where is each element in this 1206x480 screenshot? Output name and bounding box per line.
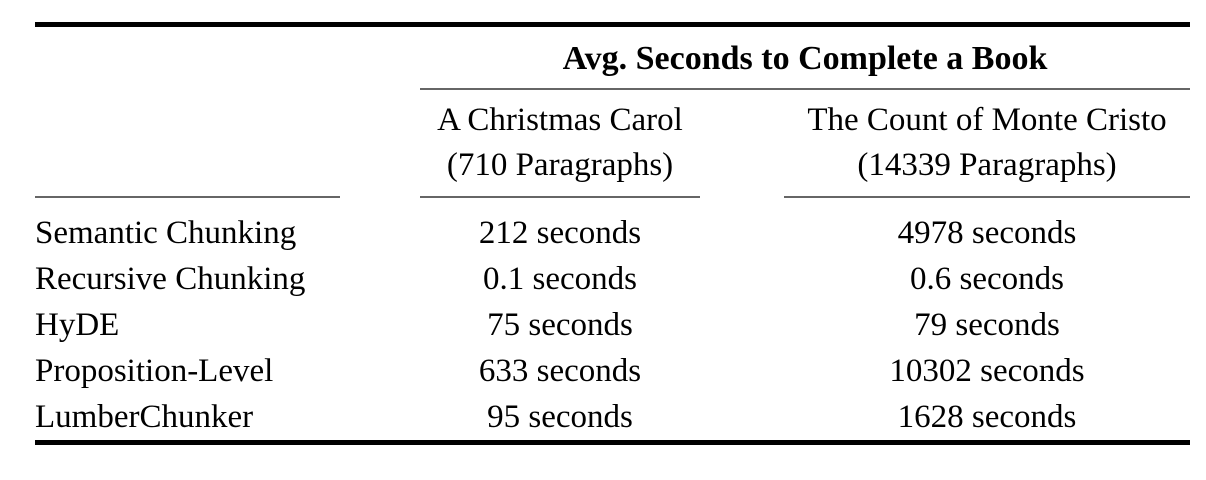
cell-value: 10302 seconds [889,353,1085,389]
results-table: Avg. Seconds to Complete a Book A Christ… [35,22,1190,445]
stub-column-rule [35,196,340,198]
cell-value: 212 seconds [478,215,642,251]
column-header-christmas-carol: A Christmas Carol (710 Paragraphs) [420,90,700,196]
cell-value: 95 seconds [487,399,633,435]
cell-value: 4978 seconds [897,215,1077,251]
cell-value: 75 seconds [487,307,633,343]
column-header-monte-cristo: The Count of Monte Cristo (14339 Paragra… [784,90,1190,196]
row-label: Recursive Chunking [35,261,306,297]
row-label: Proposition-Level [35,353,274,389]
column-name: The Count of Monte Cristo [807,102,1167,138]
column-name: A Christmas Carol [437,102,683,138]
row-label: HyDE [35,307,120,343]
table-top-rule [35,22,1190,27]
cell-value: 0.1 seconds [483,261,637,297]
column-subtitle: (14339 Paragraphs) [857,147,1117,183]
column-b-rule [784,196,1190,198]
column-subtitle: (710 Paragraphs) [446,147,674,183]
table-title: Avg. Seconds to Complete a Book [420,27,1190,90]
table-bottom-rule [35,440,1190,445]
cell-value: 1628 seconds [897,399,1077,435]
row-label: LumberChunker [35,399,254,435]
cell-value: 633 seconds [478,353,642,389]
header-body-spacer [35,198,1190,210]
cell-value: 79 seconds [914,307,1060,343]
table-grid: Avg. Seconds to Complete a Book A Christ… [35,27,1190,440]
row-label: Semantic Chunking [35,215,297,251]
cell-value: 0.6 seconds [910,261,1064,297]
column-a-rule [420,196,700,198]
